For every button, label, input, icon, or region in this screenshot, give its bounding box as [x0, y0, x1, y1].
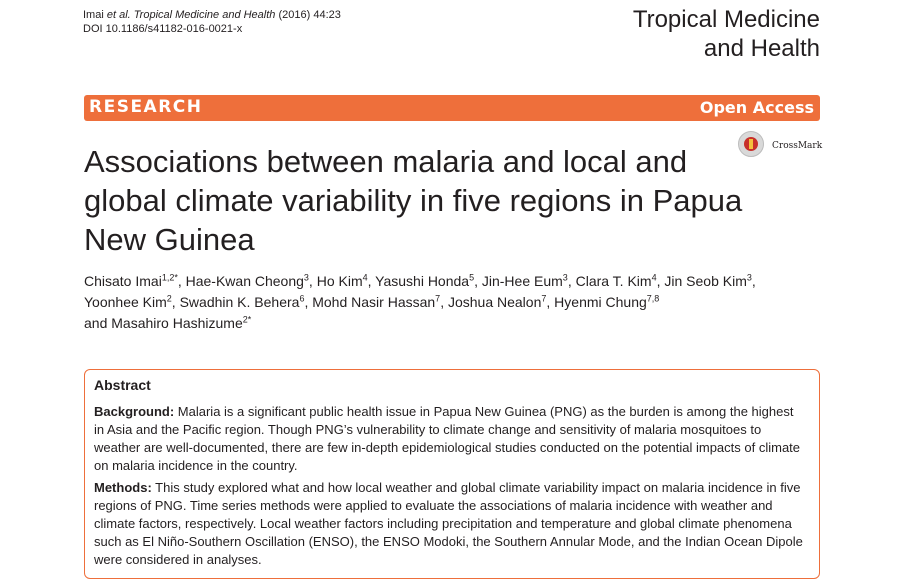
author-separator: , [304, 294, 313, 310]
author[interactable]: Jin Seob Kim3 [664, 273, 752, 289]
author-affiliation: 3 [303, 272, 309, 283]
citation-authors: Imai [83, 9, 104, 21]
author[interactable]: Swadhin K. Behera6 [180, 294, 305, 310]
author-name: and Masahiro Hashizume [84, 315, 243, 331]
author-separator: , [367, 273, 376, 289]
author[interactable]: Ho Kim4 [317, 273, 368, 289]
author-name: Clara T. Kim [575, 273, 652, 289]
citation-line: Imai et al. Tropical Medicine and Health… [83, 8, 341, 22]
author[interactable]: Joshua Nealon7 [448, 294, 546, 310]
crossmark-label: CrossMark [772, 141, 823, 151]
citation-journal: Tropical Medicine and Health [133, 9, 276, 21]
citation-etal: et al. [106, 9, 131, 21]
article-type-banner: RESEARCH Open Access [84, 95, 820, 121]
author-affiliation: 3 [746, 272, 752, 283]
crossmark-icon [738, 131, 764, 157]
methods-text: This study explored what and how local w… [94, 480, 803, 567]
author-name: Chisato Imai [84, 273, 162, 289]
abstract-methods: Methods: This study explored what and ho… [94, 479, 804, 569]
open-access-label: Open Access [699, 98, 814, 117]
author-affiliation: 3 [562, 272, 568, 283]
author-name: Jin Seob Kim [664, 273, 747, 289]
author-list: Chisato Imai1,2*, Hae-Kwan Cheong3, Ho K… [84, 271, 804, 334]
author[interactable]: Hyenmi Chung7,8 [554, 294, 659, 310]
author[interactable]: Chisato Imai1,2* [84, 273, 178, 289]
author-separator: , [440, 294, 448, 310]
citation-block: Imai et al. Tropical Medicine and Health… [83, 8, 341, 36]
author-separator: , [308, 273, 317, 289]
author[interactable]: Jin-Hee Eum3 [482, 273, 568, 289]
author-name: Mohd Nasir Hassan [312, 294, 436, 310]
crossmark-badge[interactable]: CrossMark [738, 131, 830, 163]
author-name: Yoonhee Kim [84, 294, 167, 310]
author-name: Yasushi Honda [375, 273, 470, 289]
journal-name: Tropical Medicine and Health [633, 5, 820, 63]
author-separator: , [171, 294, 180, 310]
author[interactable]: Clara T. Kim4 [576, 273, 657, 289]
author-name: Joshua Nealon [447, 294, 542, 310]
author-affiliation: 7,8 [646, 293, 660, 304]
author-affiliation: 7 [541, 293, 547, 304]
doi[interactable]: DOI 10.1186/s41182-016-0021-x [83, 23, 243, 35]
methods-label: Methods: [94, 480, 152, 495]
author-affiliation: 5 [469, 272, 475, 283]
author-affiliation: 2* [242, 314, 252, 325]
author-affiliation: 6 [299, 293, 305, 304]
abstract-body: Background: Malaria is a significant pub… [94, 403, 804, 573]
background-label: Background: [94, 404, 175, 419]
author-name: Swadhin K. Behera [179, 294, 300, 310]
author[interactable]: Yoonhee Kim2 [84, 294, 172, 310]
author[interactable]: Yasushi Honda5 [375, 273, 474, 289]
author-affiliation: 4 [651, 272, 657, 283]
author[interactable]: and Masahiro Hashizume2* [84, 315, 251, 331]
author-affiliation: 1,2* [161, 272, 178, 283]
author-affiliation: 2 [166, 293, 172, 304]
author[interactable]: Hae-Kwan Cheong3 [186, 273, 309, 289]
author-separator: , [546, 294, 555, 310]
abstract-box: Abstract Background: Malaria is a signif… [84, 369, 820, 579]
citation-volume: (2016) 44:23 [278, 9, 341, 21]
abstract-background: Background: Malaria is a significant pub… [94, 403, 804, 475]
article-type-label: RESEARCH [89, 97, 203, 117]
journal-name-line1: Tropical Medicine [632, 6, 820, 33]
author-name: Hae-Kwan Cheong [185, 273, 304, 289]
author-name: Ho Kim [316, 273, 363, 289]
article-title: Associations between malaria and local a… [84, 144, 743, 257]
journal-name-line2: and Health [703, 35, 820, 62]
author-separator: , [177, 273, 186, 289]
author-name: Jin-Hee Eum [481, 273, 563, 289]
author-affiliation: 7 [435, 293, 441, 304]
author[interactable]: Mohd Nasir Hassan7 [312, 294, 440, 310]
background-text: Malaria is a significant public health i… [94, 404, 801, 473]
abstract-heading: Abstract [94, 377, 151, 393]
author-separator: , [474, 273, 482, 289]
author-separator: , [656, 273, 665, 289]
author-affiliation: 4 [362, 272, 368, 283]
author-separator: , [567, 273, 576, 289]
author-name: Hyenmi Chung [554, 294, 647, 310]
author-separator: , [751, 273, 756, 289]
